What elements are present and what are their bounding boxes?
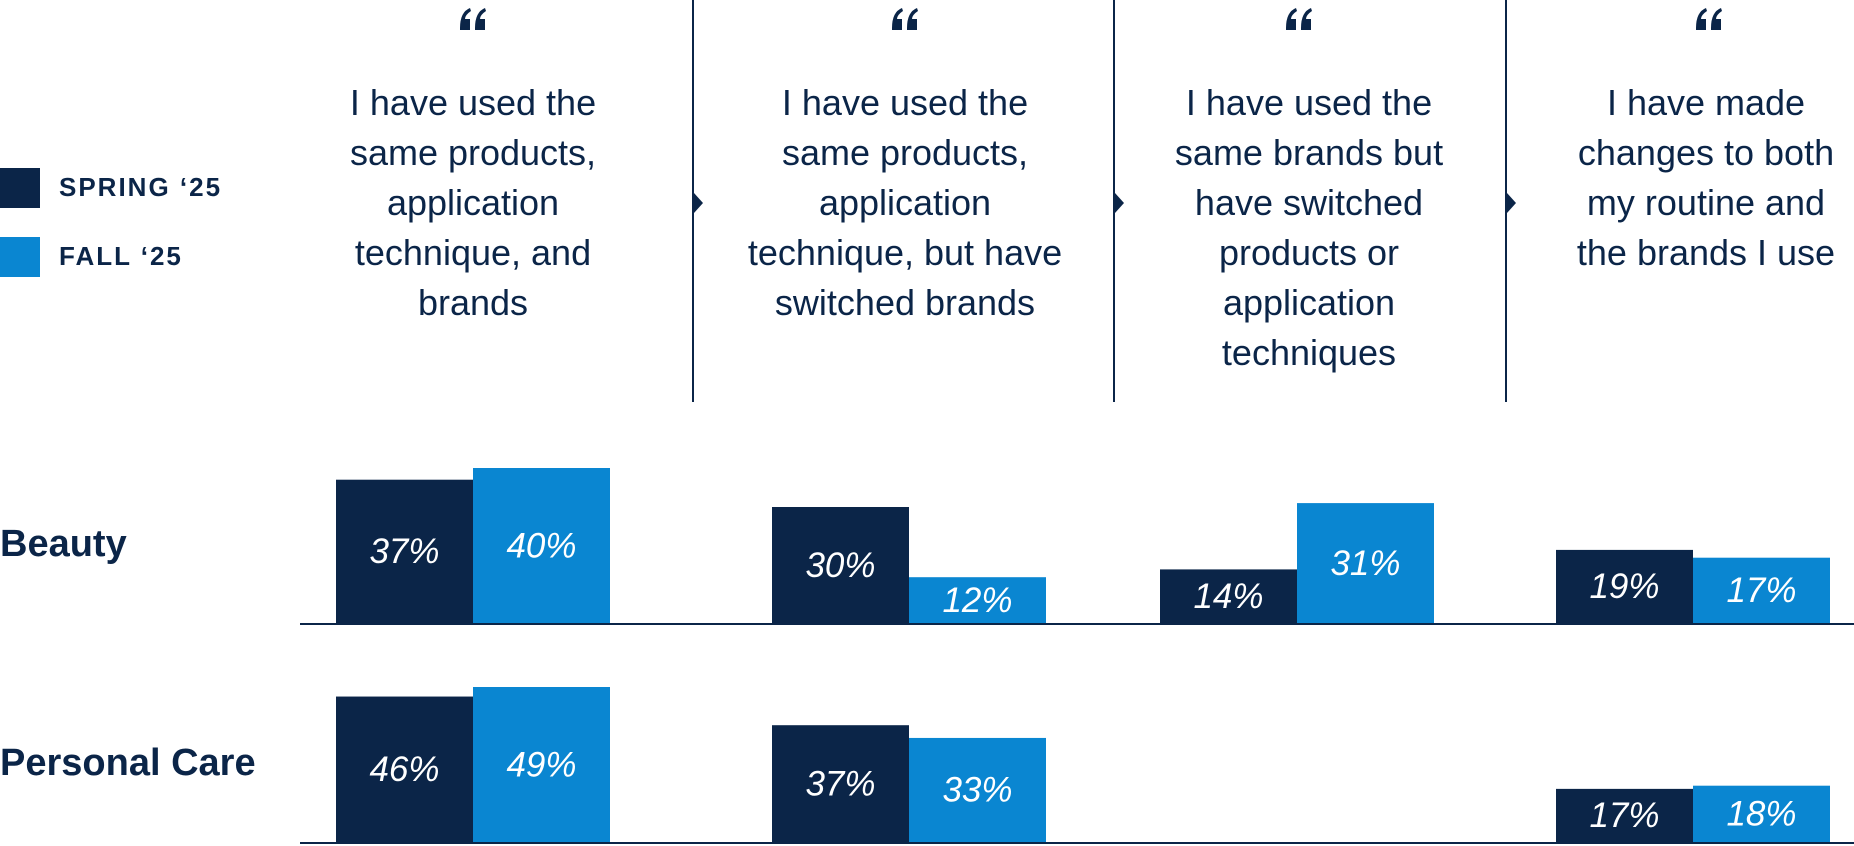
category-header: I have used the same brands but have swi… [1174, 82, 1444, 373]
bar [336, 479, 473, 624]
legend-swatch [0, 168, 40, 208]
bar [473, 468, 610, 624]
value-label: 17% [1589, 796, 1659, 835]
value-label: 46% [369, 750, 439, 789]
quote-icons [460, 8, 1722, 30]
value-label: 31% [1330, 544, 1400, 583]
value-label: 19% [1589, 567, 1659, 606]
bar [336, 696, 473, 843]
bar [1693, 785, 1830, 843]
bar [909, 737, 1046, 843]
category-header: I have used the same products, applicati… [349, 82, 597, 323]
row-label: Beauty [0, 523, 127, 565]
bar [473, 687, 610, 843]
value-label: 37% [369, 532, 439, 571]
divider [1113, 0, 1115, 402]
divider-arrow [694, 193, 703, 213]
divider-arrow [1507, 193, 1516, 213]
bar [772, 725, 909, 843]
quote-icon [892, 8, 918, 30]
divider-arrow [1115, 193, 1124, 213]
row-label: Personal Care [0, 742, 256, 784]
bar [909, 577, 1046, 624]
value-label: 17% [1726, 571, 1796, 610]
value-label: 12% [942, 581, 1012, 620]
category-header: I have used the same products, applicati… [747, 82, 1063, 323]
bar [1556, 788, 1693, 843]
bar [1556, 549, 1693, 624]
value-label: 33% [942, 771, 1012, 810]
value-label: 40% [506, 526, 576, 565]
value-label: 49% [506, 745, 576, 784]
quote-icon [460, 8, 486, 30]
divider [692, 0, 694, 402]
quote-icon [1696, 8, 1722, 30]
quote-icon [1286, 8, 1312, 30]
baseline [300, 842, 1854, 844]
value-label: 30% [805, 546, 875, 585]
legend-swatch [0, 237, 40, 277]
value-label: 37% [805, 764, 875, 803]
dividers [692, 0, 1516, 402]
value-label: 14% [1193, 577, 1263, 616]
bar [1693, 557, 1830, 624]
category-header: I have made changes to both my routine a… [1576, 82, 1836, 273]
legend-label: SPRING ‘25 [59, 172, 222, 202]
value-label: 18% [1726, 795, 1796, 834]
baseline [300, 623, 1854, 625]
bar [1160, 569, 1297, 624]
bar [772, 507, 909, 624]
divider [1505, 0, 1507, 402]
bar [1297, 503, 1434, 624]
legend-label: FALL ‘25 [59, 241, 183, 271]
